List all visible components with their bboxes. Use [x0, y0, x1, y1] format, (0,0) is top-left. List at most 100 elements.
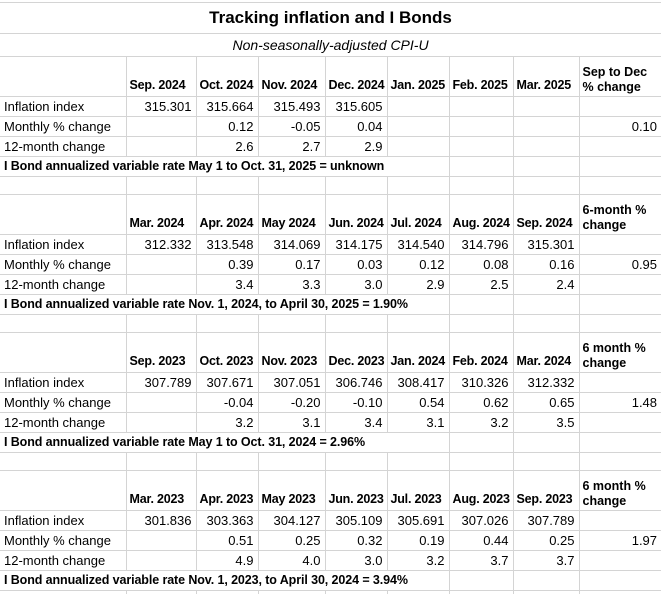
empty-cell	[449, 294, 514, 315]
header-spacer-cell	[0, 470, 127, 511]
empty-cell	[449, 452, 514, 471]
twelve-month-change-value	[126, 412, 197, 433]
inflation-index-value: 315.664	[196, 96, 259, 117]
header-spacer-cell	[0, 56, 127, 97]
period-header-cell: 6 month % change	[579, 332, 661, 373]
inflation-table-section: Mar. 2023 Apr. 2023 May 2023 Jun. 2023 J…	[0, 452, 661, 591]
monthly-change-value: 0.32	[325, 530, 388, 551]
empty-cell	[258, 314, 326, 333]
inflation-index-value: 307.026	[449, 510, 514, 531]
monthly-change-value	[126, 392, 197, 413]
monthly-change-value	[513, 116, 580, 137]
inflation-index-value: 315.301	[126, 96, 197, 117]
empty-cell	[579, 294, 661, 315]
empty-cell	[449, 590, 514, 594]
table-header-row: Mar. 2023 Apr. 2023 May 2023 Jun. 2023 J…	[0, 470, 661, 511]
empty-cell	[579, 176, 661, 195]
spacer-row	[0, 176, 661, 195]
twelve-month-change-value: 2.6	[196, 136, 259, 157]
period-change-value	[579, 96, 661, 117]
month-header-cell: Aug. 2023	[449, 470, 514, 511]
empty-cell	[196, 590, 259, 594]
inflation-index-value: 303.363	[196, 510, 259, 531]
twelve-month-change-value: 2.9	[325, 136, 388, 157]
inflation-index-value: 315.301	[513, 234, 580, 255]
inflation-index-value	[513, 96, 580, 117]
month-header-cell: Dec. 2023	[325, 332, 388, 373]
empty-cell	[126, 452, 197, 471]
period-change-value	[579, 510, 661, 531]
twelve-month-change-value: 3.0	[325, 274, 388, 295]
month-header-cell: Feb. 2025	[449, 56, 514, 97]
twelve-month-change-value	[387, 136, 450, 157]
twelve-month-change-row: 12-month change 3.2 3.1 3.4 3.1 3.2 3.5	[0, 412, 661, 433]
monthly-change-value	[126, 254, 197, 275]
period-change-value: 0.10	[579, 116, 661, 137]
monthly-change-value: 0.54	[387, 392, 450, 413]
empty-cell	[387, 314, 450, 333]
twelve-month-change-value: 3.7	[449, 550, 514, 571]
inflation-index-value: 306.746	[325, 372, 388, 393]
empty-cell	[579, 452, 661, 471]
period-change-value	[579, 234, 661, 255]
empty-cell	[513, 156, 580, 177]
period-header-cell: 6 month % change	[579, 470, 661, 511]
empty-cell	[513, 570, 580, 591]
month-header-cell: Sep. 2023	[513, 470, 580, 511]
twelve-month-change-value: 3.7	[513, 550, 580, 571]
month-header-cell: Nov. 2023	[258, 332, 326, 373]
row-label-cell: 12-month change	[0, 274, 127, 295]
row-label-cell: Inflation index	[0, 372, 127, 393]
monthly-change-value: 0.12	[196, 116, 259, 137]
spacer-row	[0, 452, 661, 471]
twelve-month-change-value: 3.2	[387, 550, 450, 571]
twelve-month-change-value: 4.9	[196, 550, 259, 571]
month-header-cell: Mar. 2025	[513, 56, 580, 97]
twelve-month-change-value: 3.4	[196, 274, 259, 295]
empty-cell	[196, 314, 259, 333]
twelve-month-change-value: 2.4	[513, 274, 580, 295]
inflation-index-value: 307.671	[196, 372, 259, 393]
inflation-index-value: 308.417	[387, 372, 450, 393]
ibond-rate-note: I Bond annualized variable rate May 1 to…	[0, 432, 450, 453]
monthly-change-value: 0.12	[387, 254, 450, 275]
partial-row-block	[0, 590, 661, 594]
table-header-row: Mar. 2024 Apr. 2024 May 2024 Jun. 2024 J…	[0, 194, 661, 235]
inflation-table-section: Sep. 2023 Oct. 2023 Nov. 2023 Dec. 2023 …	[0, 314, 661, 453]
period-header-cell: Sep to Dec % change	[579, 56, 661, 97]
month-header-cell: May 2024	[258, 194, 326, 235]
inflation-index-value: 313.548	[196, 234, 259, 255]
page-title: Tracking inflation and I Bonds	[0, 2, 661, 34]
monthly-pct-change-row: Monthly % change 0.51 0.25 0.32 0.19 0.4…	[0, 530, 661, 551]
ibond-rate-row: I Bond annualized variable rate May 1 to…	[0, 432, 661, 453]
inflation-index-value: 305.109	[325, 510, 388, 531]
twelve-month-change-row: 12-month change 3.4 3.3 3.0 2.9 2.5 2.4	[0, 274, 661, 295]
month-header-cell: Jun. 2023	[325, 470, 388, 511]
month-header-cell: Apr. 2023	[196, 470, 259, 511]
empty-cell	[513, 432, 580, 453]
twelve-month-change-value: 3.2	[196, 412, 259, 433]
monthly-change-value: 0.39	[196, 254, 259, 275]
row-label-cell: 12-month change	[0, 136, 127, 157]
monthly-change-value: 0.25	[513, 530, 580, 551]
month-header-cell: Sep. 2023	[126, 332, 197, 373]
inflation-index-value: 312.332	[126, 234, 197, 255]
row-label-cell: 12-month change	[0, 550, 127, 571]
twelve-month-change-value: 3.2	[449, 412, 514, 433]
empty-cell	[0, 176, 127, 195]
month-header-cell: Feb. 2024	[449, 332, 514, 373]
inflation-index-value	[387, 96, 450, 117]
empty-cell	[449, 314, 514, 333]
twelve-month-change-value: 2.9	[387, 274, 450, 295]
empty-cell	[0, 314, 127, 333]
empty-cell	[325, 176, 388, 195]
ibond-rate-note: I Bond annualized variable rate Nov. 1, …	[0, 570, 450, 591]
empty-cell	[196, 452, 259, 471]
twelve-month-change-value: 3.4	[325, 412, 388, 433]
inflation-table-section: Mar. 2024 Apr. 2024 May 2024 Jun. 2024 J…	[0, 176, 661, 315]
twelve-month-change-value: 2.7	[258, 136, 326, 157]
row-label-cell: Inflation index	[0, 510, 127, 531]
row-label-cell: Monthly % change	[0, 254, 127, 275]
period-change-value: 0.95	[579, 254, 661, 275]
